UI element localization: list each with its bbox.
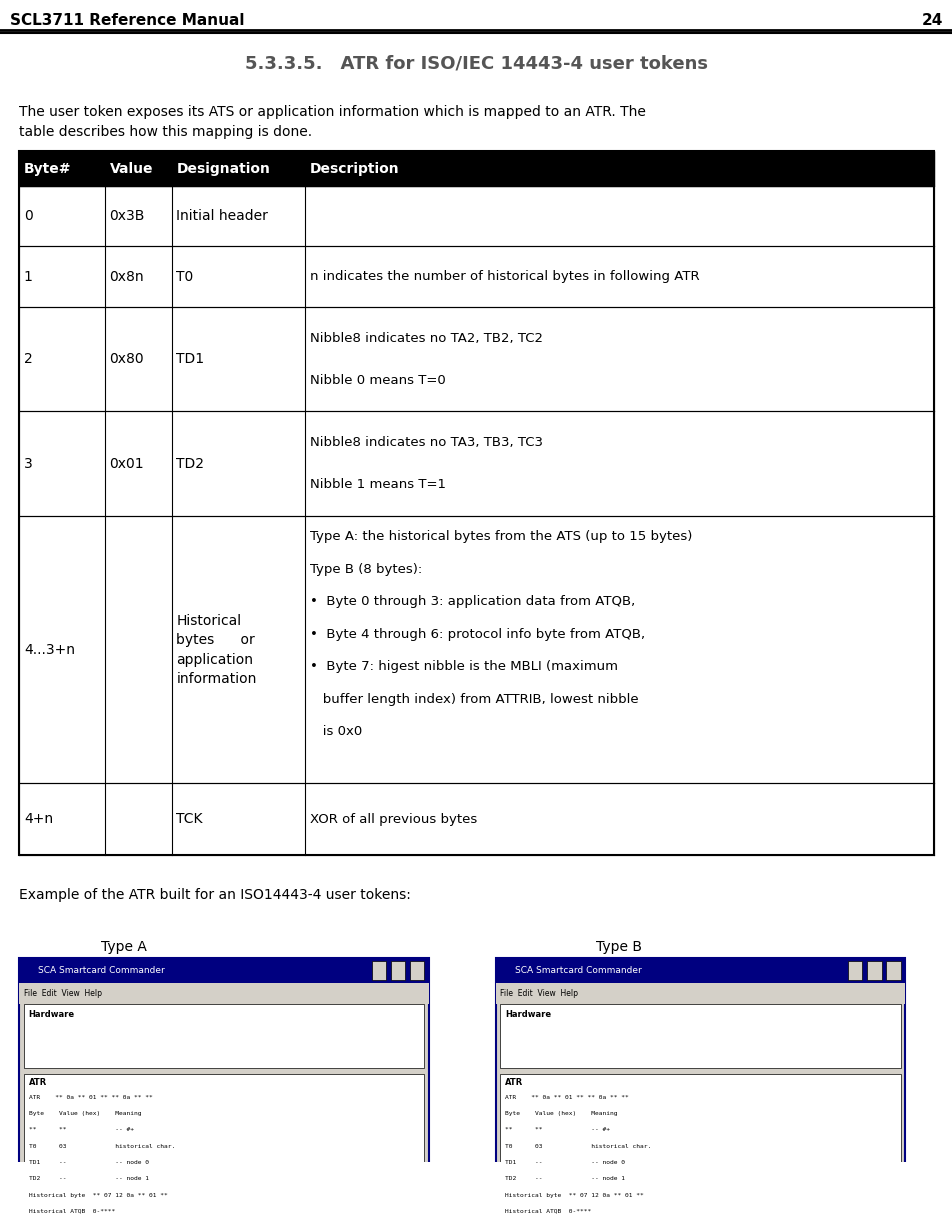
Text: n indicates the number of historical bytes in following ATR: n indicates the number of historical byt… <box>309 270 699 283</box>
FancyBboxPatch shape <box>847 961 862 979</box>
Text: 4+n: 4+n <box>24 812 53 827</box>
Text: ATR    ** 0a ** 01 ** ** 0a ** **: ATR ** 0a ** 01 ** ** 0a ** ** <box>505 1095 628 1100</box>
Text: Historical byte  ** 07 12 0a ** 01 **: Historical byte ** 07 12 0a ** 01 ** <box>29 1192 168 1197</box>
FancyBboxPatch shape <box>19 151 933 186</box>
Text: Initial header: Initial header <box>176 209 268 223</box>
Text: Value: Value <box>109 162 153 175</box>
Text: Historical ATQB  0-****: Historical ATQB 0-**** <box>29 1208 115 1214</box>
Text: Historical
bytes      or
application
information: Historical bytes or application informat… <box>176 614 256 686</box>
Text: 24: 24 <box>922 13 942 28</box>
FancyBboxPatch shape <box>24 1074 424 1184</box>
Text: TD1: TD1 <box>176 352 205 367</box>
Text: 1: 1 <box>24 269 32 284</box>
FancyBboxPatch shape <box>866 961 881 979</box>
Text: Nibble8 indicates no TA3, TB3, TC3

Nibble 1 means T=1: Nibble8 indicates no TA3, TB3, TC3 Nibbl… <box>309 436 542 491</box>
FancyBboxPatch shape <box>390 961 405 979</box>
Text: ATR: ATR <box>29 1078 47 1086</box>
Text: •  Byte 4 through 6: protocol info byte from ATQB,: • Byte 4 through 6: protocol info byte f… <box>309 627 645 641</box>
FancyBboxPatch shape <box>500 1074 900 1184</box>
Text: Designation: Designation <box>176 162 270 175</box>
Text: TD2     --             -- node 1: TD2 -- -- node 1 <box>29 1177 149 1181</box>
Text: Nibble8 indicates no TA2, TB2, TC2

Nibble 0 means T=0: Nibble8 indicates no TA2, TB2, TC2 Nibbl… <box>309 331 542 386</box>
Text: buffer length index) from ATTRIB, lowest nibble: buffer length index) from ATTRIB, lowest… <box>309 693 638 705</box>
Text: TD1     --             -- node 0: TD1 -- -- node 0 <box>505 1160 625 1166</box>
Text: 0x8n: 0x8n <box>109 269 144 284</box>
Text: 4...3+n: 4...3+n <box>24 643 75 657</box>
Text: •  Byte 0 through 3: application data from ATQB,: • Byte 0 through 3: application data fro… <box>309 596 634 608</box>
Text: Historical ATQB  0-****: Historical ATQB 0-**** <box>505 1208 591 1214</box>
Text: 0: 0 <box>24 209 32 223</box>
FancyBboxPatch shape <box>19 246 933 307</box>
Text: XOR of all previous bytes: XOR of all previous bytes <box>309 812 476 826</box>
Text: Byte    Value (hex)    Meaning: Byte Value (hex) Meaning <box>29 1111 141 1116</box>
Text: TD1     --             -- node 0: TD1 -- -- node 0 <box>29 1160 149 1166</box>
FancyBboxPatch shape <box>495 957 904 983</box>
Text: The user token exposes its ATS or application information which is mapped to an : The user token exposes its ATS or applic… <box>19 105 645 139</box>
Text: TCK: TCK <box>176 812 203 827</box>
FancyBboxPatch shape <box>495 983 904 1005</box>
Text: ATR    ** 0a ** 01 ** ** 0a ** **: ATR ** 0a ** 01 ** ** 0a ** ** <box>29 1095 152 1100</box>
FancyBboxPatch shape <box>371 961 386 979</box>
Text: Type A: the historical bytes from the ATS (up to 15 bytes): Type A: the historical bytes from the AT… <box>309 530 691 543</box>
FancyBboxPatch shape <box>19 186 933 246</box>
Text: Type B (8 bytes):: Type B (8 bytes): <box>309 563 422 576</box>
Text: TD2: TD2 <box>176 457 204 471</box>
Text: 0x3B: 0x3B <box>109 209 145 223</box>
Text: Byte#: Byte# <box>24 162 71 175</box>
FancyBboxPatch shape <box>409 961 424 979</box>
Text: Byte    Value (hex)    Meaning: Byte Value (hex) Meaning <box>505 1111 617 1116</box>
Text: 3: 3 <box>24 457 32 471</box>
Text: is 0x0: is 0x0 <box>309 725 362 738</box>
Text: Hardware: Hardware <box>505 1010 550 1019</box>
Text: File  Edit  View  Help: File Edit View Help <box>24 989 102 999</box>
Text: 2: 2 <box>24 352 32 367</box>
Text: T0      03             historical char.: T0 03 historical char. <box>505 1144 650 1149</box>
Text: Type A: Type A <box>101 940 147 955</box>
Text: ATR: ATR <box>505 1078 523 1086</box>
Text: **      **             -- #+: ** ** -- #+ <box>505 1128 609 1133</box>
FancyBboxPatch shape <box>495 957 904 1190</box>
Text: **      **             -- #+: ** ** -- #+ <box>29 1128 133 1133</box>
Text: •  Byte 7: higest nibble is the MBLI (maximum: • Byte 7: higest nibble is the MBLI (max… <box>309 660 617 674</box>
FancyBboxPatch shape <box>19 957 428 1190</box>
Text: T0      03             historical char.: T0 03 historical char. <box>29 1144 174 1149</box>
FancyBboxPatch shape <box>885 961 900 979</box>
Text: Hardware: Hardware <box>29 1010 74 1019</box>
Text: Example of the ATR built for an ISO14443-4 user tokens:: Example of the ATR built for an ISO14443… <box>19 888 410 903</box>
Text: SCA Smartcard Commander: SCA Smartcard Commander <box>514 966 641 976</box>
FancyBboxPatch shape <box>24 1005 424 1068</box>
FancyBboxPatch shape <box>500 1005 900 1068</box>
FancyBboxPatch shape <box>19 412 933 516</box>
Text: File  Edit  View  Help: File Edit View Help <box>500 989 578 999</box>
FancyBboxPatch shape <box>19 516 933 783</box>
Text: 0x80: 0x80 <box>109 352 144 367</box>
Text: Type B: Type B <box>596 940 642 955</box>
FancyBboxPatch shape <box>19 983 428 1005</box>
Text: Historical byte  ** 07 12 0a ** 01 **: Historical byte ** 07 12 0a ** 01 ** <box>505 1192 644 1197</box>
FancyBboxPatch shape <box>19 957 428 983</box>
FancyBboxPatch shape <box>19 783 933 855</box>
Text: TD2     --             -- node 1: TD2 -- -- node 1 <box>505 1177 625 1181</box>
Text: Description: Description <box>309 162 399 175</box>
FancyBboxPatch shape <box>19 307 933 412</box>
Text: SCA Smartcard Commander: SCA Smartcard Commander <box>38 966 165 976</box>
Text: T0: T0 <box>176 269 193 284</box>
Text: 0x01: 0x01 <box>109 457 144 471</box>
Text: SCL3711 Reference Manual: SCL3711 Reference Manual <box>10 13 244 28</box>
Text: 5.3.3.5. ATR for ISO/IEC 14443-4 user tokens: 5.3.3.5. ATR for ISO/IEC 14443-4 user to… <box>245 55 707 73</box>
